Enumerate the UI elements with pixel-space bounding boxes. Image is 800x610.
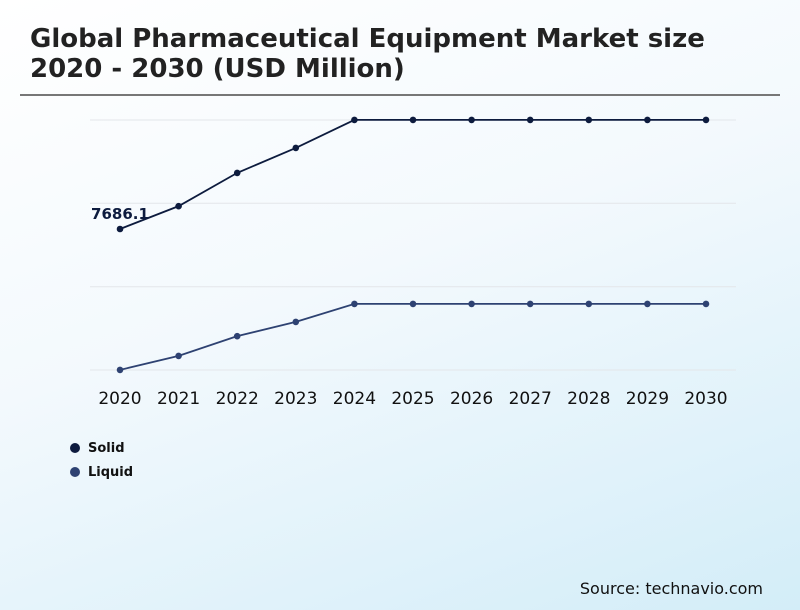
data-point-solid — [526, 116, 534, 124]
data-point-solid — [292, 144, 300, 152]
source-note: Source: technavio.com — [579, 579, 763, 598]
x-tick-label: 2021 — [157, 389, 200, 409]
data-point-liquid — [409, 300, 417, 308]
data-point-solid — [468, 116, 475, 124]
data-point-liquid — [468, 300, 475, 308]
x-tick-label: 2028 — [567, 389, 610, 409]
data-point-solid — [702, 116, 710, 124]
data-point-solid — [116, 225, 124, 233]
legend-item-solid: Solid — [70, 436, 133, 460]
data-point-solid — [585, 116, 593, 124]
chart-title: Global Pharmaceutical Equipment Market s… — [30, 24, 705, 84]
legend-label: Solid — [88, 440, 125, 456]
x-tick-label: 2030 — [684, 389, 727, 409]
line-chart: 2020 2021 2022 2023 2024 2025 2026 2027 2028 2029… — [90, 116, 736, 409]
data-label: 7686.1 — [91, 205, 149, 223]
x-tick-label: 2027 — [509, 389, 552, 409]
title-divider — [20, 94, 780, 96]
legend: Solid Liquid — [70, 436, 133, 484]
series-line-solid — [119, 119, 706, 230]
data-point-liquid — [644, 300, 651, 308]
x-tick-label: 2022 — [216, 389, 259, 409]
data-point-liquid — [585, 300, 593, 308]
x-tick-label: 2025 — [391, 389, 434, 409]
data-point-liquid — [116, 366, 124, 374]
legend-marker-solid — [70, 443, 80, 453]
legend-label: Liquid — [88, 464, 134, 480]
data-point-liquid — [702, 300, 710, 308]
x-tick-label: 2023 — [274, 389, 317, 409]
data-point-liquid — [233, 332, 241, 340]
data-point-solid — [175, 202, 182, 210]
legend-marker-liquid — [70, 467, 80, 477]
x-tick-label: 2024 — [333, 389, 376, 409]
data-point-solid — [351, 116, 358, 124]
x-tick-label: 2020 — [98, 389, 141, 409]
data-point-liquid — [351, 300, 358, 308]
data-point-solid — [644, 116, 651, 124]
legend-item-liquid: Liquid — [70, 460, 133, 484]
data-point-solid — [233, 169, 241, 177]
data-point-liquid — [292, 318, 300, 326]
data-point-liquid — [175, 352, 182, 360]
x-tick-label: 2026 — [450, 389, 493, 409]
x-tick-label: 2029 — [626, 389, 669, 409]
data-point-liquid — [526, 300, 534, 308]
series-line-liquid — [119, 302, 706, 371]
data-point-solid — [409, 116, 417, 124]
